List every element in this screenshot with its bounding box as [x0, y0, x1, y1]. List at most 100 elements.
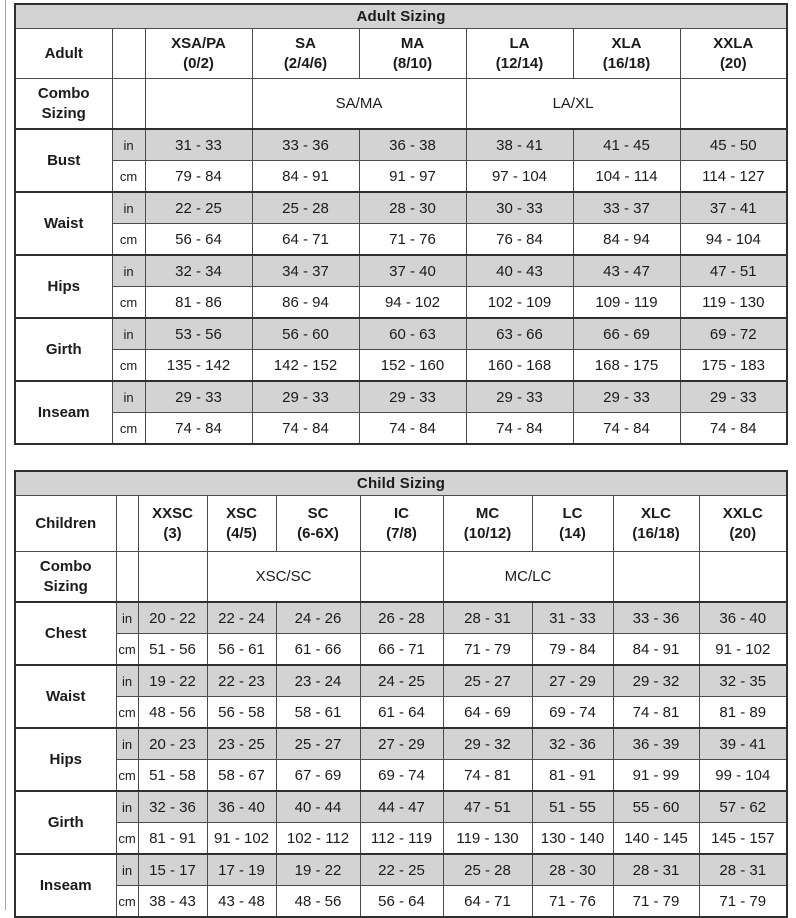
chest-in-range-cell: 26 - 28	[359, 601, 444, 634]
girth-in-range-cell: 53 - 56	[144, 317, 253, 350]
inseam-in-range-cell: 28 - 30	[531, 853, 614, 886]
size-numbers: (6-6X)	[297, 524, 339, 542]
unit-cell-cm: cm	[115, 759, 139, 792]
waist-cm-range-cell: 56 - 58	[206, 696, 277, 729]
adult-measurement-label-girth: Girth	[14, 317, 113, 382]
girth-in-range-cell: 66 - 69	[572, 317, 681, 350]
hips-cm-range-cell: 69 - 74	[359, 759, 444, 792]
hips-cm-range-cell: 109 - 119	[572, 286, 681, 319]
hips-in-range-cell: 20 - 23	[137, 727, 208, 760]
bust-in-range-cell: 38 - 41	[465, 128, 574, 161]
chest-in-range-cell: 22 - 24	[206, 601, 277, 634]
chest-cm-range-cell: 71 - 79	[442, 633, 533, 666]
size-column-header-mc: MC (10/12)	[442, 495, 533, 552]
hips-cm-range-cell: 119 - 130	[679, 286, 788, 319]
size-code: XLA	[611, 34, 642, 52]
hips-in-range-cell: 32 - 36	[531, 727, 614, 760]
chest-cm-range-cell: 51 - 56	[137, 633, 208, 666]
waist-cm-range-cell: 84 - 94	[572, 223, 681, 256]
inseam-in-range-cell: 29 - 33	[572, 380, 681, 413]
girth-in-range-cell: 44 - 47	[359, 790, 444, 823]
waist-cm-range-cell: 64 - 71	[251, 223, 360, 256]
hips-in-range-cell: 34 - 37	[251, 254, 360, 287]
hips-in-range-cell: 32 - 34	[144, 254, 253, 287]
chest-in-range-cell: 24 - 26	[275, 601, 361, 634]
unit-cell-cm: cm	[115, 696, 139, 729]
waist-in-range-cell: 23 - 24	[275, 664, 361, 697]
combo-empty-cell	[679, 78, 788, 130]
inseam-cm-range-cell: 74 - 84	[679, 412, 788, 445]
child-measurement-label-chest: Chest	[14, 601, 117, 666]
hips-in-range-cell: 43 - 47	[572, 254, 681, 287]
inseam-in-range-cell: 28 - 31	[612, 853, 700, 886]
size-numbers: (7/8)	[386, 524, 417, 542]
girth-cm-range-cell: 102 - 112	[275, 822, 361, 855]
size-code: XSA/PA	[171, 34, 226, 52]
hips-in-range-cell: 27 - 29	[359, 727, 444, 760]
chest-in-range-cell: 31 - 33	[531, 601, 614, 634]
girth-cm-range-cell: 91 - 102	[206, 822, 277, 855]
unit-cell-cm: cm	[111, 412, 146, 445]
waist-in-range-cell: 29 - 32	[612, 664, 700, 697]
girth-cm-range-cell: 119 - 130	[442, 822, 533, 855]
inseam-in-range-cell: 25 - 28	[442, 853, 533, 886]
chest-cm-range-cell: 84 - 91	[612, 633, 700, 666]
size-code: MC	[475, 504, 500, 522]
hips-cm-range-cell: 99 - 104	[698, 759, 788, 792]
size-code: XSC	[226, 504, 257, 522]
size-column-header-xxla: XXLA (20)	[679, 28, 788, 79]
inseam-cm-range-cell: 71 - 79	[612, 885, 700, 918]
size-code: XXSC	[152, 504, 193, 522]
girth-cm-range-cell: 168 - 175	[572, 349, 681, 382]
chest-cm-range-cell: 66 - 71	[359, 633, 444, 666]
inseam-cm-range-cell: 74 - 84	[251, 412, 360, 445]
hips-in-range-cell: 23 - 25	[206, 727, 277, 760]
size-code: XXLC	[722, 504, 763, 522]
hips-cm-range-cell: 91 - 99	[612, 759, 700, 792]
hips-in-range-cell: 36 - 39	[612, 727, 700, 760]
girth-in-range-cell: 47 - 51	[442, 790, 533, 823]
size-numbers: (2/4/6)	[283, 54, 328, 72]
girth-in-range-cell: 69 - 72	[679, 317, 788, 350]
waist-in-range-cell: 24 - 25	[359, 664, 444, 697]
adult-corner-label: Adult	[14, 28, 113, 79]
size-numbers: (20)	[719, 54, 747, 72]
size-code: SA	[295, 34, 316, 52]
waist-cm-range-cell: 76 - 84	[465, 223, 574, 256]
inseam-cm-range-cell: 43 - 48	[206, 885, 277, 918]
girth-in-range-cell: 63 - 66	[465, 317, 574, 350]
waist-cm-range-cell: 81 - 89	[698, 696, 788, 729]
inseam-cm-range-cell: 38 - 43	[137, 885, 208, 918]
size-code: XXLA	[713, 34, 754, 52]
bust-cm-range-cell: 84 - 91	[251, 160, 360, 193]
size-code: LC	[562, 504, 583, 522]
girth-cm-range-cell: 175 - 183	[679, 349, 788, 382]
girth-cm-range-cell: 145 - 157	[698, 822, 788, 855]
size-column-header-sc: SC (6-6X)	[275, 495, 361, 552]
combo-empty-cell	[137, 551, 208, 603]
girth-in-range-cell: 32 - 36	[137, 790, 208, 823]
chest-cm-range-cell: 79 - 84	[531, 633, 614, 666]
unit-column-spacer	[111, 28, 146, 79]
inseam-cm-range-cell: 71 - 76	[531, 885, 614, 918]
child-corner-label: Children	[14, 495, 117, 552]
size-numbers: (14)	[559, 524, 586, 542]
combo-empty-cell	[359, 551, 444, 603]
waist-cm-range-cell: 94 - 104	[679, 223, 788, 256]
inseam-in-range-cell: 29 - 33	[144, 380, 253, 413]
chest-cm-range-cell: 56 - 61	[206, 633, 277, 666]
waist-cm-range-cell: 64 - 69	[442, 696, 533, 729]
waist-in-range-cell: 25 - 27	[442, 664, 533, 697]
waist-cm-range-cell: 61 - 64	[359, 696, 444, 729]
size-code: IC	[394, 504, 409, 522]
size-column-header-xla: XLA (16/18)	[572, 28, 681, 79]
size-code: SC	[307, 504, 329, 522]
bust-cm-range-cell: 97 - 104	[465, 160, 574, 193]
waist-cm-range-cell: 69 - 74	[531, 696, 614, 729]
child-combo-sizing-label: Combo Sizing	[14, 551, 117, 603]
unit-column-spacer	[111, 78, 146, 130]
girth-in-range-cell: 36 - 40	[206, 790, 277, 823]
unit-cell-in: in	[115, 601, 139, 634]
adult-measurement-label-hips: Hips	[14, 254, 113, 319]
unit-cell-in: in	[111, 254, 146, 287]
